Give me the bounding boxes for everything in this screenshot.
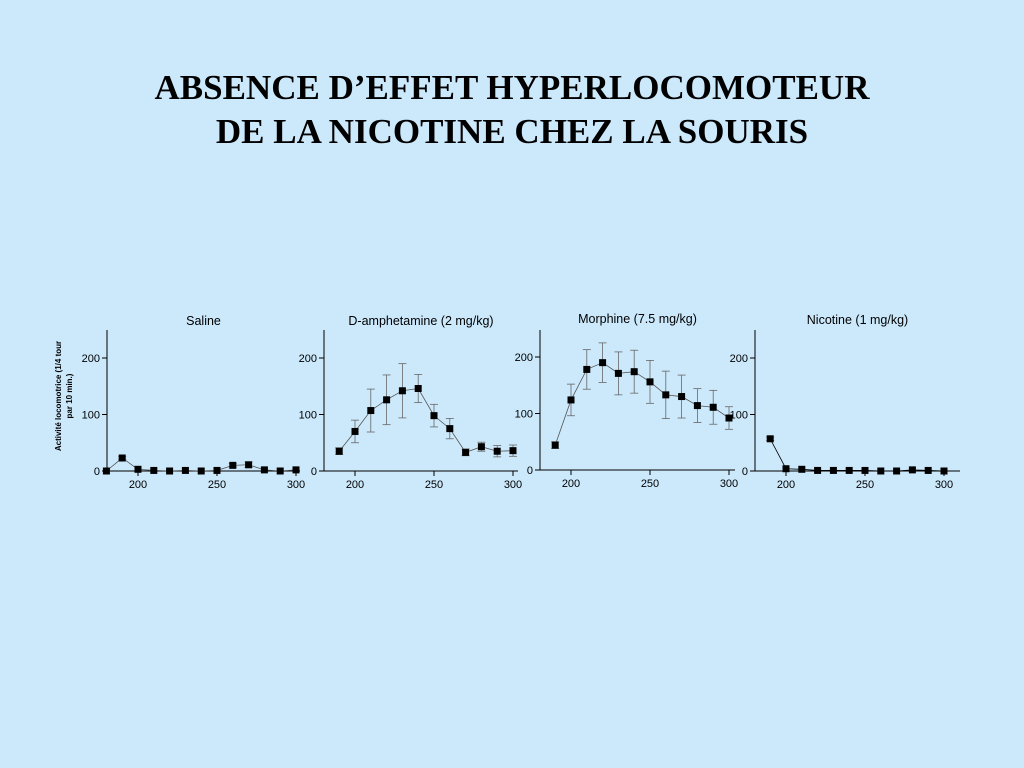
panel-3-x-tick-label: 300 — [720, 478, 738, 490]
panel-2-data-point — [477, 443, 485, 451]
panel-1-y-tick-label: 0 — [94, 466, 100, 478]
panel-2-y-tick-label: 100 — [299, 410, 317, 422]
panel-2-x-tick-label: 300 — [504, 479, 522, 491]
panel-1-data-point — [292, 466, 300, 474]
panel-3-data-point — [646, 378, 654, 386]
panel-1-data-point — [197, 467, 205, 475]
panel-1-y-tick-label: 200 — [82, 353, 100, 365]
panel-4-y-tick-label: 200 — [730, 353, 748, 365]
panel-2-x-tick-label: 200 — [346, 479, 364, 491]
panel-2-data-point — [493, 447, 501, 455]
panel-1-x-tick-label: 300 — [287, 479, 305, 491]
panel-1-data-point — [134, 465, 142, 473]
panel-2-data-point — [430, 412, 438, 420]
panel-4-data-point — [829, 466, 837, 474]
y-axis-label-line-1: Activité locomotrice (1/4 tour — [54, 341, 63, 451]
panel-2-data-point — [367, 407, 375, 415]
panel-4-data-point — [893, 467, 901, 475]
panel-4-data-point — [814, 466, 822, 474]
title-line-1: ABSENCE D’EFFET HYPERLOCOMOTEUR — [154, 68, 870, 107]
panel-4-data-point — [766, 435, 774, 443]
panel-4-data-point — [908, 466, 916, 474]
panel-1-data-point — [118, 454, 126, 462]
panel-1-data-point — [229, 461, 237, 469]
panel-4-title: Nicotine (1 mg/kg) — [807, 313, 908, 327]
panel-2-x-tick-label: 250 — [425, 479, 443, 491]
panel-3-data-point — [709, 403, 717, 411]
panel-1-data-point — [102, 467, 110, 475]
panel-4-series-line — [769, 438, 945, 472]
panel-4-y-tick-label: 100 — [730, 410, 748, 422]
panel-3-data-point — [630, 368, 638, 376]
slide-title: ABSENCE D’EFFET HYPERLOCOMOTEUR DE LA NI… — [0, 66, 1024, 154]
panel-3-data-point — [583, 365, 591, 373]
panel-2-data-point — [509, 447, 517, 455]
panel-2-y-tick-label: 200 — [299, 353, 317, 365]
panel-3-series-line — [554, 362, 730, 446]
panel-1-x-tick-label: 250 — [208, 479, 226, 491]
y-axis-label-line-2: par 10 min.) — [65, 373, 74, 418]
panel-1-data-point — [166, 467, 174, 475]
panel-3-data-point — [678, 393, 686, 401]
panel-4-x-tick-label: 200 — [777, 479, 795, 491]
panel-4-y-tick-label: 0 — [742, 466, 748, 478]
panel-3-y-tick-label: 0 — [527, 465, 533, 477]
panel-4-data-point — [861, 466, 869, 474]
panel-3-x-tick-label: 200 — [562, 478, 580, 490]
panel-1-y-tick-label: 100 — [82, 410, 100, 422]
panel-3-x-tick-label: 250 — [641, 478, 659, 490]
panel-3-data-point — [551, 441, 559, 449]
panel-4-data-point — [940, 467, 948, 475]
panel-1-x-tick-label: 200 — [129, 479, 147, 491]
panel-3-title: Morphine (7.5 mg/kg) — [578, 312, 697, 326]
title-line-2: DE LA NICOTINE CHEZ LA SOURIS — [215, 112, 809, 151]
panel-2-y-tick-label: 0 — [311, 466, 317, 478]
panel-3-data-point — [693, 402, 701, 410]
panel-1-data-point — [213, 466, 221, 474]
panel-2-title: D-amphetamine (2 mg/kg) — [348, 314, 493, 328]
panel-4-data-point — [845, 466, 853, 474]
panel-1-data-point — [150, 466, 158, 474]
panel-3-data-point — [599, 359, 607, 367]
panel-3-y-tick-label: 100 — [515, 409, 533, 421]
panel-2-data-point — [414, 385, 422, 393]
panel-4-data-point — [924, 466, 932, 474]
panel-1-data-point — [260, 466, 268, 474]
panel-3-data-point — [725, 414, 733, 422]
panel-4-x-tick-label: 300 — [935, 479, 953, 491]
panel-3-data-point — [614, 369, 622, 377]
panel-1-data-point — [181, 466, 189, 474]
panel-1-title: Saline — [186, 314, 221, 328]
panel-2-data-point — [383, 396, 391, 404]
panel-2-data-point — [398, 387, 406, 395]
panel-2-series-line — [338, 388, 514, 453]
panel-1-data-point — [276, 467, 284, 475]
panel-2-data-point — [335, 447, 343, 455]
panel-2-data-point — [351, 427, 359, 435]
panel-4-x-tick-label: 250 — [856, 479, 874, 491]
panel-2-data-point — [462, 448, 470, 456]
panel-2-data-point — [446, 425, 454, 433]
panel-4-data-point — [877, 467, 885, 475]
panel-3-y-tick-label: 200 — [515, 352, 533, 364]
panel-3-data-point — [662, 391, 670, 399]
panel-4-data-point — [798, 465, 806, 473]
panel-3-data-point — [567, 396, 575, 404]
panel-4-data-point — [782, 465, 790, 473]
panel-1-data-point — [245, 461, 253, 469]
